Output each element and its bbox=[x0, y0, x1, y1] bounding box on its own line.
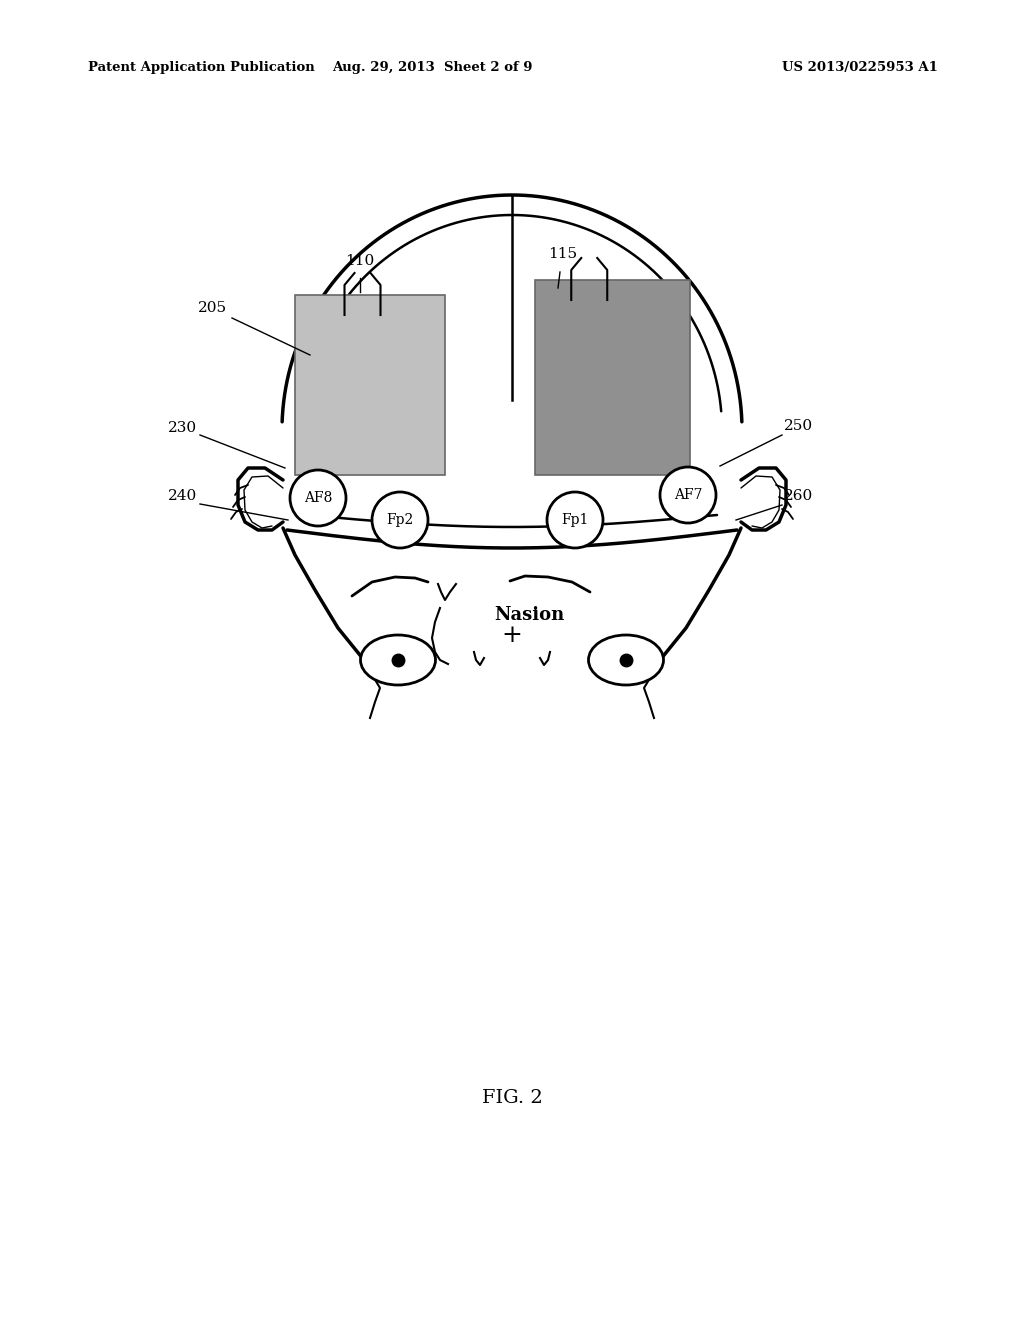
Ellipse shape bbox=[589, 635, 664, 685]
Text: US 2013/0225953 A1: US 2013/0225953 A1 bbox=[782, 62, 938, 74]
Ellipse shape bbox=[360, 635, 435, 685]
Text: Patent Application Publication: Patent Application Publication bbox=[88, 62, 314, 74]
Text: Fp2: Fp2 bbox=[386, 513, 414, 527]
Text: 230: 230 bbox=[168, 421, 198, 436]
Text: +: + bbox=[502, 624, 522, 648]
Text: AF7: AF7 bbox=[674, 488, 702, 502]
Text: 260: 260 bbox=[784, 488, 813, 503]
Text: AF8: AF8 bbox=[304, 491, 332, 506]
Circle shape bbox=[660, 467, 716, 523]
Text: FIG. 2: FIG. 2 bbox=[481, 1089, 543, 1107]
Text: Nasion: Nasion bbox=[494, 606, 564, 624]
Text: 250: 250 bbox=[784, 418, 813, 433]
Circle shape bbox=[290, 470, 346, 525]
Bar bbox=[535, 280, 690, 475]
Text: 110: 110 bbox=[345, 253, 374, 268]
Circle shape bbox=[547, 492, 603, 548]
Bar bbox=[295, 294, 445, 475]
Text: Fp1: Fp1 bbox=[561, 513, 589, 527]
Text: 115: 115 bbox=[548, 247, 578, 261]
Text: Aug. 29, 2013  Sheet 2 of 9: Aug. 29, 2013 Sheet 2 of 9 bbox=[332, 62, 532, 74]
Text: 240: 240 bbox=[168, 488, 198, 503]
Text: 205: 205 bbox=[198, 301, 227, 315]
Circle shape bbox=[372, 492, 428, 548]
